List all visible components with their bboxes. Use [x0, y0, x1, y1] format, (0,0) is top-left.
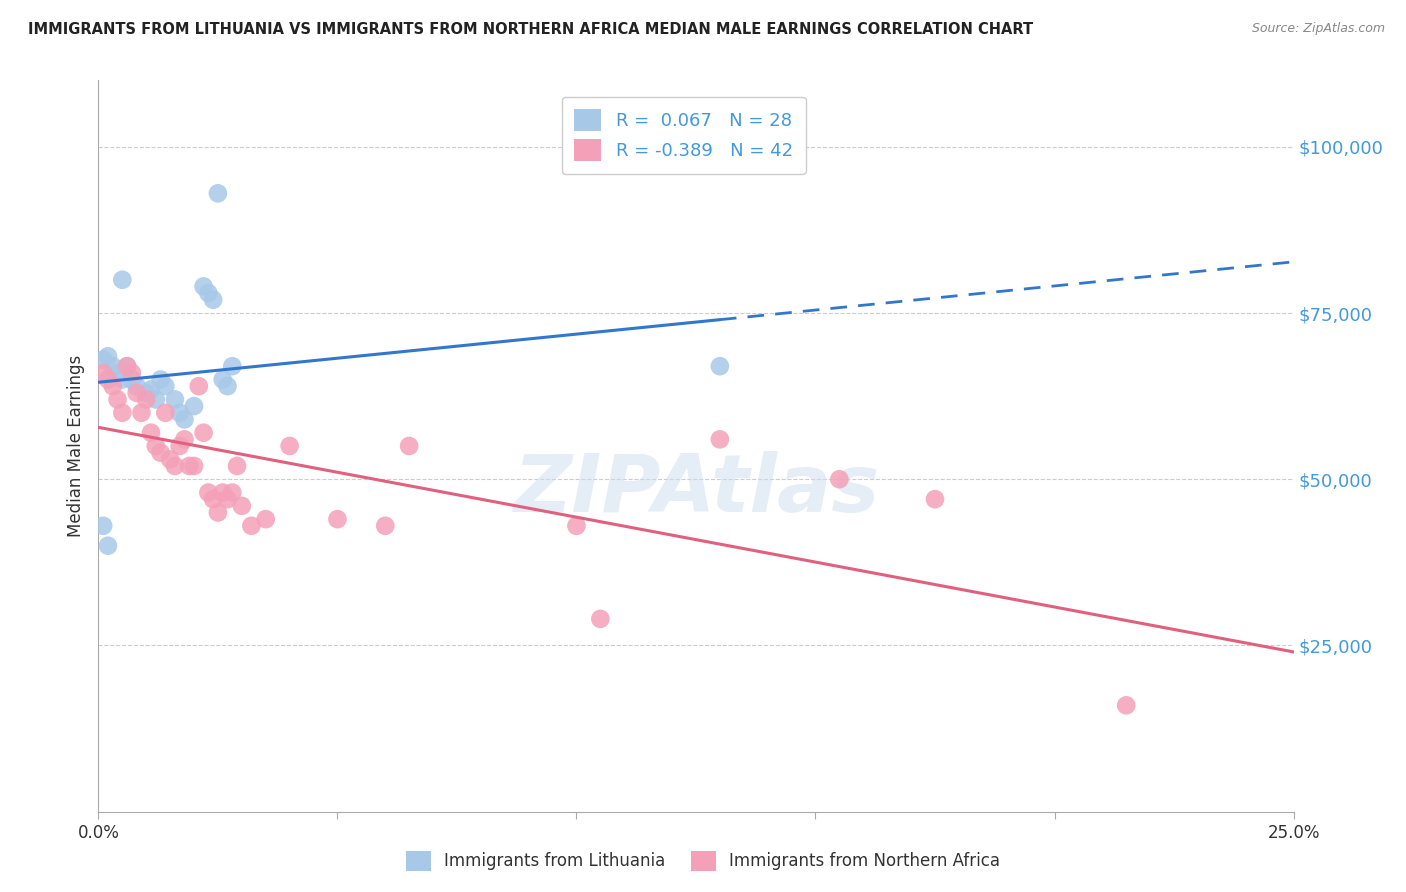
Point	[121, 372, 143, 386]
Point	[193, 425, 215, 440]
Point	[709, 433, 731, 447]
Point	[278, 439, 301, 453]
Point	[240, 518, 263, 533]
Point	[254, 512, 277, 526]
Point	[565, 518, 588, 533]
Point	[202, 293, 225, 307]
Point	[163, 392, 186, 407]
Legend: Immigrants from Lithuania, Immigrants from Northern Africa: Immigrants from Lithuania, Immigrants fr…	[398, 842, 1008, 880]
Point	[135, 385, 157, 400]
Point	[111, 273, 134, 287]
Point	[231, 499, 253, 513]
Point	[97, 372, 120, 386]
Point	[97, 539, 120, 553]
Point	[924, 492, 946, 507]
Point	[374, 518, 396, 533]
Point	[131, 406, 153, 420]
Point	[183, 458, 205, 473]
Point	[187, 379, 209, 393]
Point	[589, 612, 612, 626]
Point	[91, 366, 114, 380]
Point	[145, 392, 167, 407]
Point	[1115, 698, 1137, 713]
Y-axis label: Median Male Earnings: Median Male Earnings	[66, 355, 84, 537]
Point	[155, 406, 177, 420]
Text: IMMIGRANTS FROM LITHUANIA VS IMMIGRANTS FROM NORTHERN AFRICA MEDIAN MALE EARNING: IMMIGRANTS FROM LITHUANIA VS IMMIGRANTS …	[28, 22, 1033, 37]
Point	[226, 458, 249, 473]
Point	[139, 383, 162, 397]
Point	[197, 286, 219, 301]
Point	[145, 439, 167, 453]
Legend: R =  0.067   N = 28, R = -0.389   N = 42: R = 0.067 N = 28, R = -0.389 N = 42	[561, 96, 806, 174]
Point	[111, 372, 134, 386]
Point	[101, 359, 124, 374]
Text: Source: ZipAtlas.com: Source: ZipAtlas.com	[1251, 22, 1385, 36]
Point	[125, 385, 148, 400]
Point	[169, 406, 191, 420]
Point	[183, 399, 205, 413]
Point	[202, 492, 225, 507]
Point	[107, 366, 129, 380]
Point	[111, 406, 134, 420]
Point	[326, 512, 349, 526]
Point	[115, 359, 138, 374]
Point	[173, 433, 195, 447]
Point	[211, 485, 233, 500]
Point	[169, 439, 191, 453]
Point	[149, 445, 172, 459]
Point	[217, 492, 239, 507]
Point	[121, 366, 143, 380]
Point	[149, 372, 172, 386]
Point	[221, 359, 243, 374]
Point	[135, 392, 157, 407]
Point	[211, 372, 233, 386]
Point	[217, 379, 239, 393]
Point	[159, 452, 181, 467]
Point	[101, 379, 124, 393]
Point	[173, 412, 195, 426]
Point	[139, 425, 162, 440]
Point	[163, 458, 186, 473]
Point	[828, 472, 851, 486]
Point	[125, 379, 148, 393]
Point	[155, 379, 177, 393]
Point	[709, 359, 731, 374]
Point	[221, 485, 243, 500]
Point	[207, 506, 229, 520]
Point	[398, 439, 420, 453]
Point	[197, 485, 219, 500]
Point	[193, 279, 215, 293]
Text: ZIPAtlas: ZIPAtlas	[513, 450, 879, 529]
Point	[91, 352, 114, 367]
Point	[179, 458, 201, 473]
Point	[115, 359, 138, 374]
Point	[107, 392, 129, 407]
Point	[97, 349, 120, 363]
Point	[207, 186, 229, 201]
Point	[91, 518, 114, 533]
